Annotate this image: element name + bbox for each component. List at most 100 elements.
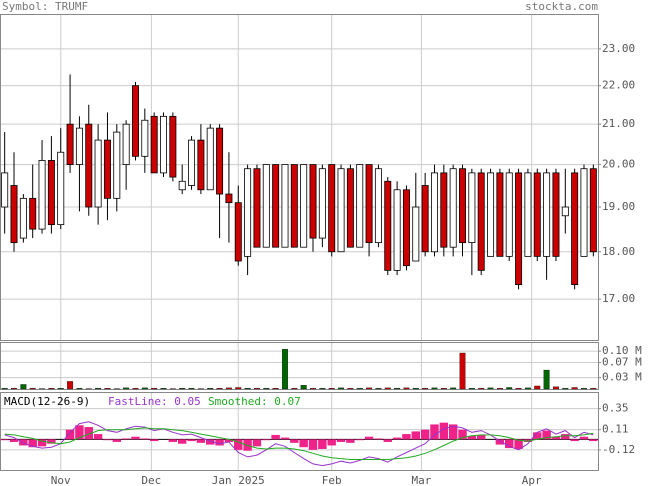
candle-body bbox=[272, 164, 280, 248]
volume-bar bbox=[263, 388, 270, 390]
candle-body bbox=[113, 131, 121, 199]
volume-bar bbox=[253, 388, 260, 390]
y-tick-label: -0.12 bbox=[602, 443, 635, 456]
histogram-bar bbox=[168, 439, 178, 442]
histogram-bar bbox=[402, 434, 411, 440]
panel-frame bbox=[0, 342, 599, 390]
histogram-bar bbox=[262, 439, 271, 441]
histogram-bar bbox=[299, 439, 308, 448]
volume-bar bbox=[553, 386, 559, 390]
volume-bar bbox=[95, 388, 102, 390]
histogram-bar bbox=[271, 434, 280, 440]
histogram-bar bbox=[93, 434, 103, 440]
volume-bar bbox=[300, 385, 307, 390]
histogram-bar bbox=[37, 439, 47, 447]
volume-bar bbox=[235, 387, 242, 390]
candle-body bbox=[141, 119, 149, 157]
volume-bar bbox=[57, 388, 64, 390]
volume-bar bbox=[207, 388, 214, 390]
histogram-bar bbox=[561, 434, 570, 440]
volume-bar bbox=[478, 388, 485, 390]
histogram-bar bbox=[65, 429, 75, 440]
histogram-bar bbox=[430, 424, 439, 440]
histogram-bar bbox=[224, 439, 234, 442]
y-tick-label: 19.00 bbox=[602, 200, 635, 213]
x-tick-label: Apr bbox=[522, 474, 542, 486]
legend-entry: Smoothed: 0.07 bbox=[208, 395, 301, 408]
symbol: Symbol: TRUMF bbox=[2, 0, 88, 13]
volume-bar bbox=[282, 349, 288, 390]
candle-body bbox=[449, 168, 457, 248]
histogram-bar bbox=[103, 439, 112, 441]
histogram-bar bbox=[121, 438, 131, 440]
x-tick-label: Jan 2025 bbox=[212, 474, 265, 486]
histogram-bar bbox=[252, 439, 262, 447]
candle-body bbox=[356, 164, 364, 248]
candle-body bbox=[412, 206, 420, 262]
candle-body bbox=[300, 164, 308, 248]
volume-bar bbox=[328, 388, 335, 390]
histogram-bar bbox=[420, 429, 430, 440]
candle-body bbox=[561, 206, 569, 217]
volume-bar bbox=[543, 369, 550, 390]
histogram-bar bbox=[47, 439, 56, 444]
y-tick-label: 0.10 M bbox=[602, 344, 642, 357]
candle-body bbox=[10, 185, 18, 244]
histogram-bar bbox=[542, 430, 551, 440]
volume-bar bbox=[291, 388, 298, 390]
candle-body bbox=[477, 172, 485, 271]
histogram-bar bbox=[589, 439, 598, 442]
volume-bar bbox=[534, 385, 541, 390]
volume-bar bbox=[1, 388, 8, 390]
y-tick-label: 23.00 bbox=[602, 42, 635, 55]
histogram-bar bbox=[187, 439, 196, 442]
histogram-bar bbox=[28, 439, 37, 448]
volume-bar bbox=[571, 387, 578, 390]
volume-bar bbox=[104, 388, 111, 390]
histogram-bar bbox=[551, 436, 561, 440]
candle-body bbox=[85, 123, 93, 208]
histogram-bar bbox=[75, 425, 84, 440]
histogram-bar bbox=[495, 439, 505, 445]
candle-body bbox=[47, 160, 55, 226]
candle-body bbox=[505, 172, 513, 257]
volume-bar bbox=[422, 388, 429, 390]
histogram-bar bbox=[579, 436, 589, 440]
site: stockta.com bbox=[525, 0, 598, 13]
histogram-bar bbox=[140, 438, 150, 440]
volume-bar bbox=[431, 387, 438, 390]
candle-body bbox=[150, 115, 158, 174]
legend-entry: FastLine: 0.05 bbox=[108, 395, 201, 408]
histogram-bar bbox=[215, 439, 224, 446]
histogram-bar bbox=[290, 439, 299, 443]
histogram-bar bbox=[533, 432, 542, 440]
candle-body bbox=[206, 127, 214, 191]
histogram-bar bbox=[411, 431, 421, 440]
volume-bar bbox=[272, 388, 279, 390]
candle-body bbox=[468, 172, 476, 244]
candle-body bbox=[459, 168, 466, 244]
volume-bar bbox=[487, 387, 494, 390]
histogram-bar bbox=[364, 436, 374, 440]
macd-line bbox=[4, 421, 594, 467]
volume-bar bbox=[123, 387, 130, 390]
candle-body bbox=[234, 202, 242, 262]
histogram-bar bbox=[467, 435, 477, 440]
volume-bar bbox=[375, 388, 382, 390]
histogram-bar bbox=[318, 439, 327, 449]
volume-bar bbox=[160, 388, 167, 390]
candle-body bbox=[188, 139, 196, 186]
histogram-bar bbox=[448, 424, 458, 440]
candle-body bbox=[346, 168, 354, 248]
candle-body bbox=[337, 168, 345, 253]
volume-bar bbox=[450, 387, 457, 390]
histogram-bar bbox=[196, 439, 206, 443]
candle-body bbox=[487, 172, 495, 257]
volume-bar bbox=[384, 387, 391, 390]
histogram-bar bbox=[234, 439, 243, 450]
histogram-bar bbox=[9, 439, 19, 442]
candle-body bbox=[524, 172, 532, 257]
x-tick-label: Nov bbox=[51, 474, 71, 486]
volume-bar bbox=[310, 388, 316, 390]
